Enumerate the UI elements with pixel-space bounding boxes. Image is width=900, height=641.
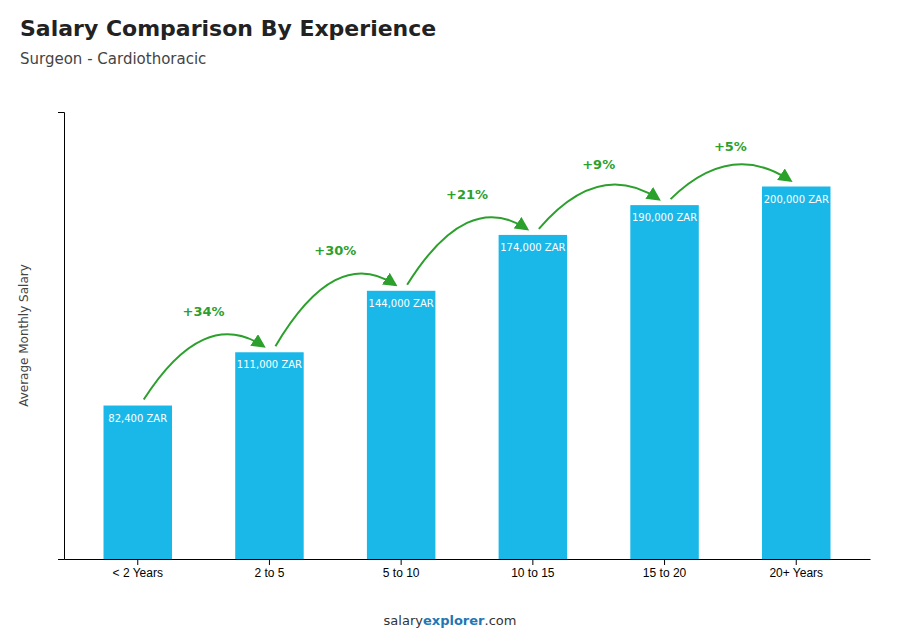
title: Salary Comparison By Experience [20, 16, 436, 41]
change-label: +21% [446, 187, 488, 202]
change-arrow [275, 273, 395, 346]
change-label: +30% [314, 243, 356, 258]
data-label: 190,000 ZAR [632, 212, 697, 223]
x-tick-label: 10 to 15 [511, 566, 555, 580]
x-axis: < 2 Years 2 to 5 5 to 10 10 to 15 15 to 20 20… [65, 559, 871, 580]
change-arrow [407, 217, 527, 285]
data-label: 82,400 ZAR [108, 413, 167, 424]
bar [630, 205, 698, 559]
x-tick-mark [664, 559, 665, 565]
data-label: 111,000 ZAR [237, 359, 302, 370]
y-axis-title: Average Monthly Salary [17, 264, 31, 407]
y-axis [58, 113, 65, 560]
x-tick-label: 5 to 10 [383, 566, 420, 580]
y-axis-line [58, 113, 65, 560]
x-tick-mark [401, 559, 402, 565]
change-label: +9% [582, 157, 615, 172]
bar [104, 406, 172, 559]
x-axis-line [65, 559, 871, 560]
footer-part: salary [384, 613, 424, 628]
x-tick: 2 to 5 [254, 559, 284, 580]
x-tick: 5 to 10 [383, 559, 420, 580]
data-label: 200,000 ZAR [764, 194, 829, 205]
bar [762, 187, 830, 560]
bar [235, 352, 303, 559]
x-tick-label: < 2 Years [113, 566, 163, 580]
change-arrow [144, 334, 264, 399]
footer: salaryexplorer.com [384, 613, 517, 628]
x-tick: < 2 Years [113, 559, 163, 580]
data-label: 174,000 ZAR [500, 242, 565, 253]
bars [104, 187, 831, 560]
x-tick-label: 15 to 20 [643, 566, 687, 580]
plot: 82,400 ZAR 111,000 ZAR 144,000 ZAR 174,000 … [58, 113, 871, 580]
subtitle: Surgeon - Cardiothoracic [20, 50, 206, 68]
footer-part: .com [485, 613, 517, 628]
change-label: +5% [714, 139, 747, 154]
x-tick-label: 20+ Years [769, 566, 823, 580]
x-tick-mark [137, 559, 138, 565]
chart: Salary Comparison By Experience Surgeon -… [0, 0, 900, 641]
bar [367, 291, 435, 559]
data-labels: 82,400 ZAR 111,000 ZAR 144,000 ZAR 174,000 … [108, 194, 829, 424]
change-label: +34% [183, 304, 225, 319]
bar [499, 235, 567, 559]
x-tick: 15 to 20 [643, 559, 687, 580]
x-tick-mark [532, 559, 533, 565]
change-arrow [539, 185, 659, 229]
change-arrow [671, 164, 791, 199]
x-tick: 10 to 15 [511, 559, 555, 580]
x-tick-label: 2 to 5 [254, 566, 284, 580]
change-annotations: +34% +30% +21% +9% +5% [144, 139, 790, 400]
x-tick: 20+ Years [769, 559, 823, 580]
footer-part: explorer [423, 613, 485, 628]
x-tick-mark [796, 559, 797, 565]
x-tick-mark [269, 559, 270, 565]
data-label: 144,000 ZAR [369, 298, 434, 309]
